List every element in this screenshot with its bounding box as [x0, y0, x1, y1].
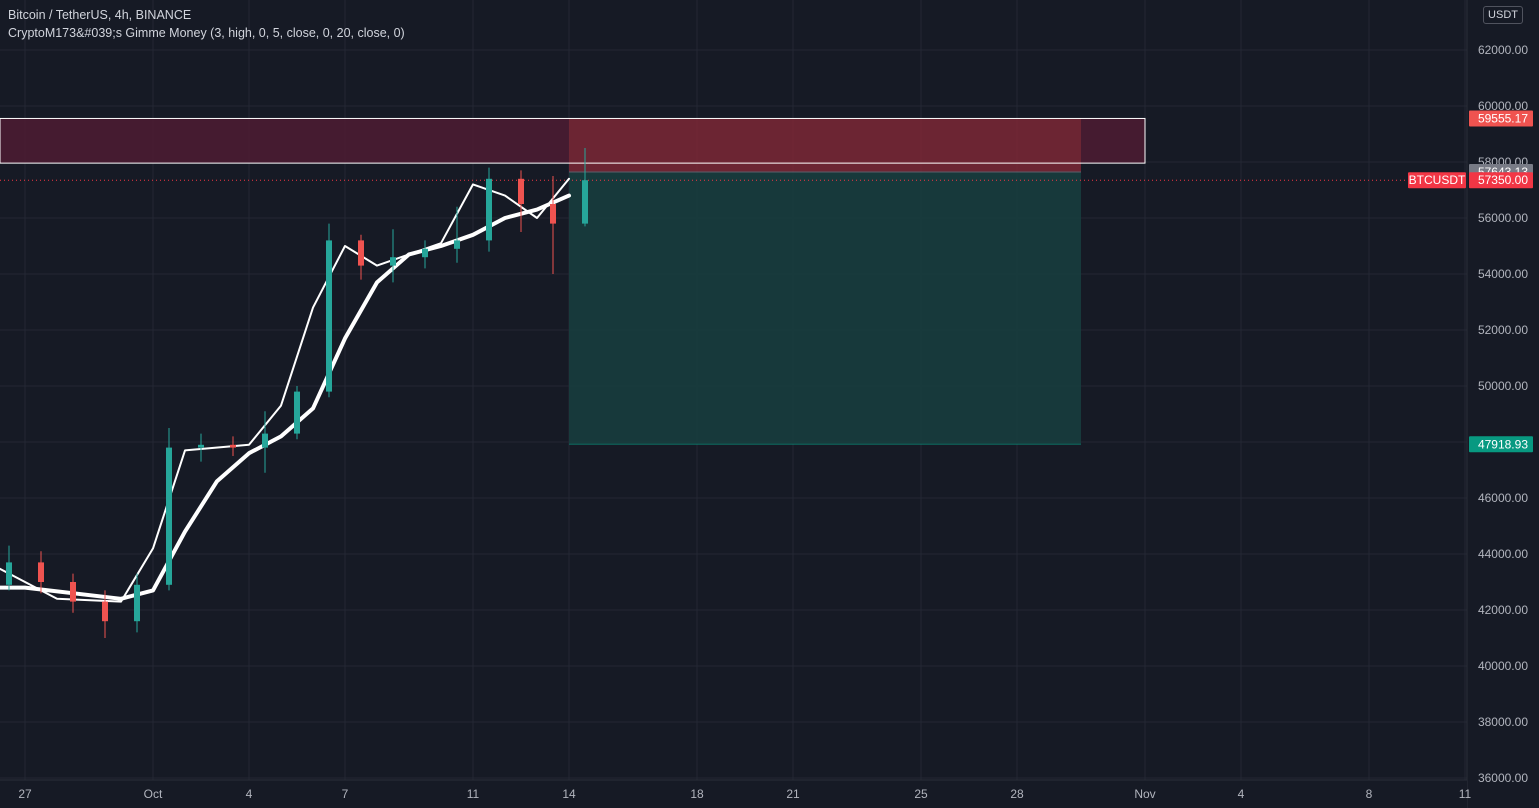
candle	[582, 148, 588, 227]
x-tick-label: 8	[1366, 787, 1373, 801]
stop-price-tag: 59555.17	[1478, 111, 1528, 125]
last-price-tag-bg	[1469, 172, 1533, 189]
candle	[422, 240, 428, 269]
candle-body	[230, 444, 236, 448]
y-tick-label: 44000.00	[1478, 547, 1528, 561]
x-tick-label: 4	[1238, 787, 1245, 801]
x-tick-label: 25	[914, 787, 928, 801]
candle-body	[454, 240, 460, 249]
x-tick-label: 27	[18, 787, 32, 801]
candle	[6, 545, 12, 591]
y-tick-label: 36000.00	[1478, 771, 1528, 785]
currency-selector[interactable]: USDT	[1483, 6, 1523, 24]
indicator-legend: CryptoM173&#039;s Gimme Money (3, high, …	[8, 26, 405, 40]
candle	[102, 590, 108, 638]
x-tick-label: 18	[690, 787, 704, 801]
stop-loss-zone	[569, 118, 1081, 172]
candle-body	[582, 180, 588, 224]
candle-body	[550, 204, 556, 224]
stop-price-tag-bg	[1469, 110, 1533, 127]
time-axis-panel	[0, 780, 1467, 808]
y-tick-label: 46000.00	[1478, 491, 1528, 505]
candle	[166, 428, 172, 591]
candle	[390, 229, 396, 283]
candle	[486, 167, 492, 252]
candle-body	[6, 562, 12, 585]
candle	[326, 223, 332, 398]
candle-body	[518, 178, 524, 204]
candle-body	[70, 582, 76, 602]
price-axis-panel	[1467, 0, 1539, 808]
candle-body	[358, 240, 364, 266]
x-tick-label: Oct	[144, 787, 163, 801]
candle-body	[166, 447, 172, 585]
candle	[134, 573, 140, 633]
candle-body	[38, 562, 44, 582]
y-tick-label: 40000.00	[1478, 659, 1528, 673]
resistance-zone-right	[1081, 118, 1145, 164]
x-tick-label: 11	[1459, 787, 1472, 801]
resistance-zone-border	[0, 117, 1146, 164]
symbol-tag: BTCUSDT	[1409, 173, 1466, 187]
chart-title: Bitcoin / TetherUS, 4h, BINANCE	[8, 8, 192, 22]
candle-body	[326, 240, 332, 392]
take-profit-zone	[569, 171, 1081, 445]
candle	[38, 551, 44, 594]
candle	[518, 170, 524, 232]
x-tick-label: 14	[562, 787, 576, 801]
candle-body	[134, 584, 140, 622]
candle	[454, 206, 460, 263]
x-tick-label: 11	[467, 787, 480, 801]
y-tick-label: 60000.00	[1478, 99, 1528, 113]
y-tick-label: 56000.00	[1478, 211, 1528, 225]
candle	[70, 573, 76, 613]
candle	[550, 176, 556, 274]
x-tick-label: Nov	[1134, 787, 1155, 801]
candle	[262, 411, 268, 473]
target-price-tag-bg	[1469, 436, 1533, 453]
y-tick-label: 54000.00	[1478, 267, 1528, 281]
resistance-zone	[0, 118, 569, 164]
candle	[230, 436, 236, 456]
last-price-tag: 57350.00	[1478, 173, 1528, 187]
x-tick-label: 21	[786, 787, 800, 801]
candle-body	[486, 178, 492, 241]
x-tick-label: 7	[342, 787, 349, 801]
y-tick-label: 42000.00	[1478, 603, 1528, 617]
x-tick-label: 28	[1010, 787, 1024, 801]
candle	[198, 433, 204, 462]
y-tick-label: 50000.00	[1478, 379, 1528, 393]
candle-body	[102, 601, 108, 622]
target-price-tag: 47918.93	[1478, 437, 1528, 451]
candle-body	[390, 257, 396, 266]
x-tick-label: 4	[246, 787, 253, 801]
candle-body	[198, 444, 204, 448]
slow-moving-average	[0, 193, 571, 601]
candles	[6, 148, 588, 638]
candle-body	[262, 433, 268, 448]
y-tick-label: 38000.00	[1478, 715, 1528, 729]
candle	[294, 386, 300, 440]
candle-body	[294, 391, 300, 434]
y-tick-label: 52000.00	[1478, 323, 1528, 337]
y-tick-label: 62000.00	[1478, 43, 1528, 57]
symbol-tag-bg	[1408, 172, 1466, 189]
candle	[358, 234, 364, 280]
candle-body	[422, 248, 428, 258]
